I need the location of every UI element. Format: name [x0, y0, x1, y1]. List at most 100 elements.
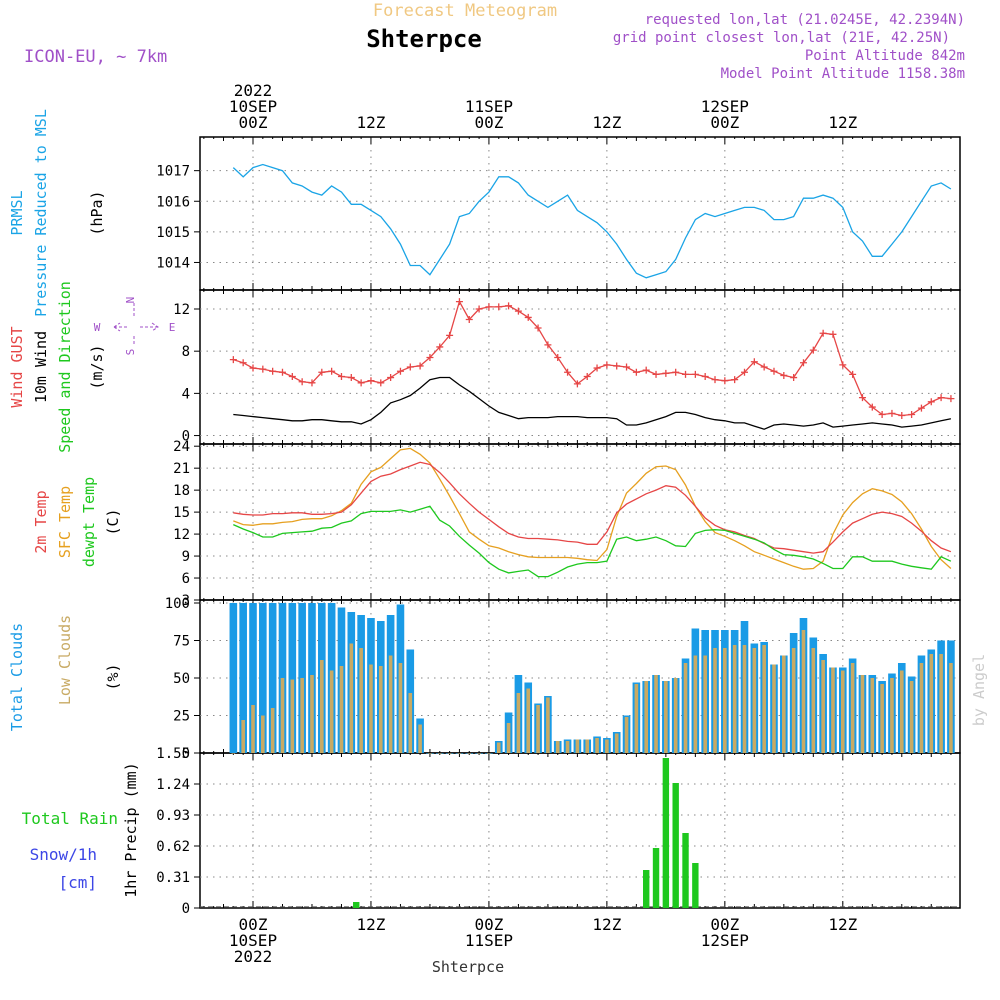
credit-text: by Angel: [970, 654, 988, 726]
y-tick-label: 50: [173, 671, 190, 687]
gust-marker: [387, 374, 395, 382]
y-label-precip: 1hr Precip (mm): [122, 762, 140, 897]
x-label-bottom: 00Z: [474, 915, 503, 934]
low-cloud-bar: [300, 678, 304, 753]
low-cloud-bar: [821, 660, 825, 753]
gust-marker: [790, 374, 798, 382]
gust-marker: [495, 303, 503, 311]
panel-frame-2: [199, 443, 961, 601]
panel-frame-0: [199, 136, 961, 291]
low-cloud-bar: [644, 681, 648, 753]
low-cloud-bar: [801, 630, 806, 753]
total-cloud-bar: [239, 603, 247, 753]
low-cloud-bar: [742, 645, 747, 753]
low-cloud-bar: [841, 670, 845, 753]
y-tick-label: 9: [182, 549, 190, 565]
gust-marker: [534, 324, 542, 332]
low-cloud-bar: [261, 715, 265, 753]
compass-e: E: [169, 321, 176, 334]
x-label-top: 10SEP: [229, 97, 277, 116]
x-label-bottom: 10SEP: [229, 931, 277, 950]
compass-n: N: [124, 297, 137, 304]
low-cloud-bar: [782, 655, 786, 753]
gust-marker: [544, 341, 552, 349]
low-cloud-bar: [388, 655, 393, 753]
legend-low-clouds: Low Clouds: [56, 615, 74, 705]
gust-marker: [682, 370, 690, 378]
total-cloud-bar: [249, 603, 257, 753]
temp-2m-line: [233, 461, 952, 554]
y-tick-label: 1.24: [156, 777, 190, 793]
y-tick-label: 1017: [156, 164, 190, 180]
x-label-bottom: 11SEP: [465, 931, 513, 950]
y-tick-label: 0.31: [156, 870, 190, 886]
gust-marker: [347, 374, 355, 382]
y-tick-label: 1016: [156, 194, 190, 210]
low-cloud-bar: [487, 753, 491, 754]
low-cloud-bar: [880, 684, 884, 753]
gust-marker: [711, 376, 719, 384]
gust-marker: [554, 354, 562, 362]
low-cloud-bar: [251, 705, 255, 753]
low-cloud-bar: [624, 717, 629, 753]
gust-marker: [780, 371, 788, 379]
low-cloud-bar: [899, 670, 904, 753]
low-cloud-bar: [693, 655, 698, 753]
legend-sfc-temp: SFC Temp: [56, 486, 74, 558]
y-tick-label: 18: [173, 483, 190, 499]
x-label-bottom: 2022: [234, 947, 273, 966]
x-label-top: 12Z: [357, 113, 386, 132]
low-cloud-bar: [762, 645, 766, 753]
gust-marker: [770, 367, 778, 375]
x-label-bottom: 12Z: [592, 915, 621, 934]
y-tick-label: 12: [173, 302, 190, 318]
gust-marker: [259, 365, 267, 373]
precip-bar: [643, 870, 650, 908]
wind-speed-line: [233, 376, 952, 430]
x-label-bottom: 00Z: [710, 915, 739, 934]
gust-marker: [337, 372, 345, 380]
gust-marker: [908, 410, 916, 418]
x-label-top: 12Z: [828, 113, 857, 132]
gust-marker: [829, 330, 837, 338]
low-cloud-bar: [811, 648, 816, 753]
legend-total-rain: Total Rain: [22, 809, 118, 828]
x-label-top: 11SEP: [465, 97, 513, 116]
x-label-top: 12SEP: [701, 97, 749, 116]
x-label-bottom: 12Z: [357, 915, 386, 934]
gust-marker: [642, 366, 650, 374]
gust-marker: [229, 356, 237, 364]
y-label-ms: (m/s): [88, 344, 106, 389]
low-cloud-bar: [595, 738, 599, 753]
low-cloud-bar: [732, 645, 737, 753]
y-tick-label: 4: [182, 386, 190, 402]
low-cloud-bar: [585, 739, 590, 753]
low-cloud-bar: [408, 693, 413, 753]
low-cloud-bar: [437, 753, 442, 754]
chart-title: Forecast Meteogram: [373, 1, 557, 21]
low-cloud-bar: [870, 678, 875, 753]
low-cloud-bar: [447, 753, 452, 754]
gust-marker: [406, 363, 414, 371]
low-cloud-bar: [418, 724, 422, 753]
y-tick-label: 1.55: [156, 746, 190, 762]
gust-marker: [691, 370, 699, 378]
gust-marker: [593, 364, 601, 372]
low-cloud-bar: [457, 753, 462, 754]
y-tick-label: 12: [173, 527, 190, 543]
low-cloud-bar: [949, 663, 953, 753]
compass-arrows-icon: [113, 303, 159, 345]
gust-marker: [672, 368, 680, 376]
low-cloud-bar: [673, 678, 678, 753]
low-cloud-bar: [850, 663, 855, 753]
low-cloud-bar: [496, 742, 501, 753]
low-cloud-bar: [339, 666, 344, 753]
legend-2m-temp: 2m Temp: [32, 490, 50, 553]
dewpt-temp-line: [233, 505, 952, 578]
low-cloud-bar: [575, 739, 580, 753]
low-cloud-bar: [398, 663, 403, 753]
gust-marker: [357, 379, 365, 387]
low-cloud-bar: [506, 723, 511, 753]
low-cloud-bar: [359, 648, 363, 753]
x-label-bottom: 12SEP: [701, 931, 749, 950]
